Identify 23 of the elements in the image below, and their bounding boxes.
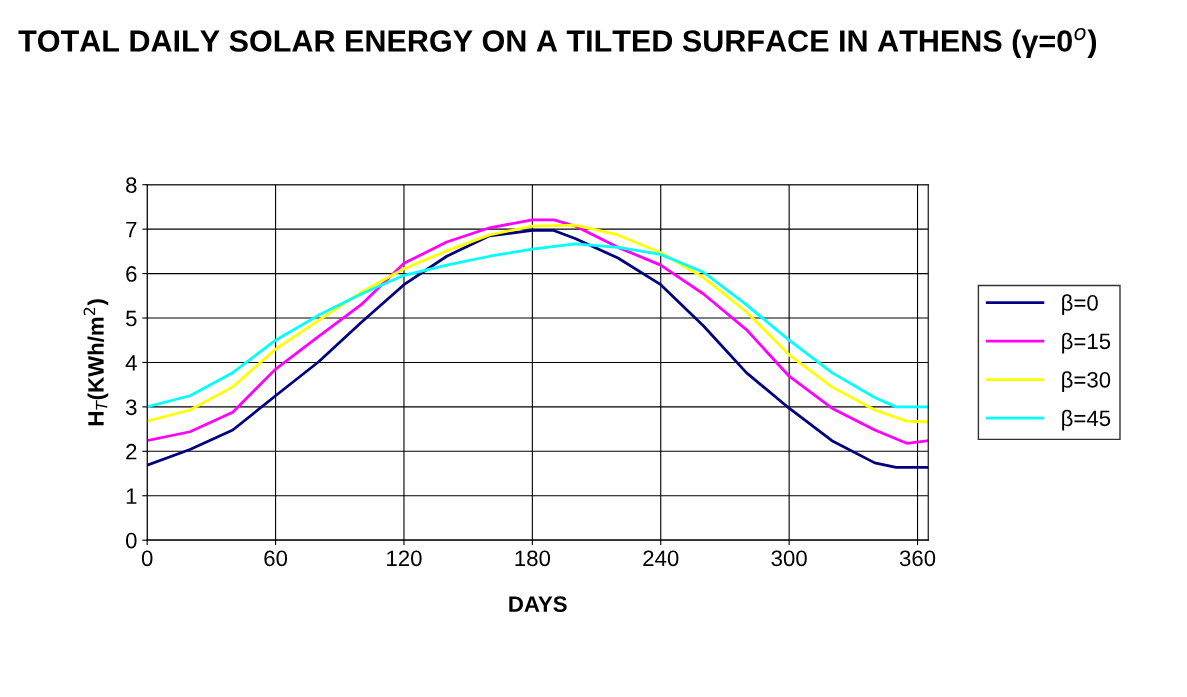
x-tick-label: 180 (515, 550, 551, 567)
y-tick-label: 1 (126, 488, 137, 504)
y-tick-label: 3 (125, 399, 137, 416)
y-tick-label: 2 (126, 443, 137, 460)
y-tick-label: 8 (126, 177, 137, 193)
legend-label: β=0 (1062, 294, 1098, 316)
y-tick-label: 7 (126, 221, 137, 238)
legend-label: β=15 (1062, 332, 1111, 354)
x-tick-label: 0 (141, 550, 153, 567)
x-tick-label: 360 (899, 550, 936, 567)
y-tick-label: 0 (125, 532, 137, 549)
x-axis-title: DAYS (509, 596, 567, 612)
y-tick-label: 6 (126, 266, 137, 282)
y-tick-label: 4 (125, 355, 137, 371)
x-tick-label: 300 (771, 550, 807, 567)
legend-label: β=45 (1062, 409, 1111, 431)
x-tick-label: 240 (643, 550, 679, 567)
legend-label: β=30 (1062, 371, 1111, 393)
y-tick-label: 5 (126, 310, 137, 327)
y-axis-title: H$_{T}$(KWh/m$^{2}$) (83, 299, 109, 426)
x-tick-label: 60 (264, 550, 288, 567)
x-tick-label: 120 (387, 550, 422, 567)
chart-title: TOTAL DAILY SOLAR ENERGY ON A TILTED SURFACE IN ATHENS (γ=0$^{o}$) (18, 27, 1097, 58)
